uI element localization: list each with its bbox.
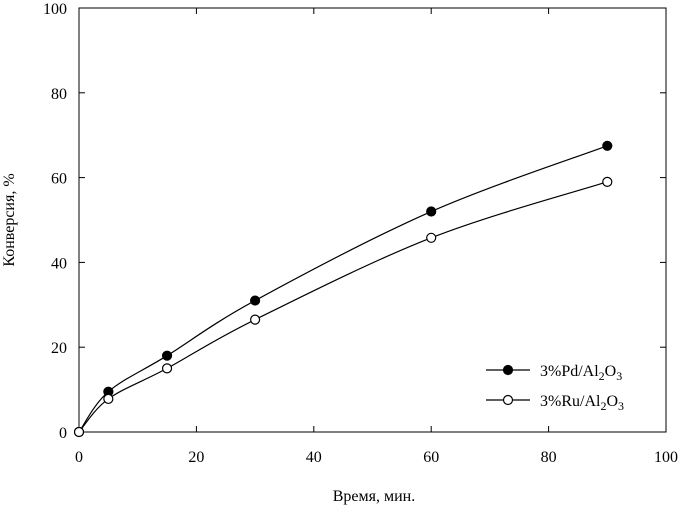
series-1-point — [602, 176, 613, 187]
series-0-point — [250, 295, 261, 306]
legend-marker-1 — [502, 394, 514, 406]
y-tick-label: 60 — [51, 171, 67, 188]
y-tick-label: 100 — [43, 1, 67, 18]
legend-label-part: 3%Ru/Al — [540, 393, 601, 410]
legend-label-part: 2 — [600, 399, 606, 413]
y-tick-label: 40 — [51, 255, 67, 272]
x-axis-label: Время, мин. — [333, 488, 416, 505]
series-line-0 — [78, 145, 608, 433]
x-tick-label: 60 — [423, 449, 439, 466]
legend-label-part: O — [605, 363, 617, 380]
series-1-point — [161, 363, 173, 374]
legend-label-part: 3%Pd/Al — [540, 363, 599, 380]
plot-area: 0 20 40 60 80 1000204060801003%Pd/Al2O33%Ru/A… — [43, 1, 678, 466]
series-0-point — [426, 206, 437, 217]
x-tick-label: 100 — [654, 449, 678, 466]
legend-label-part: O — [606, 393, 618, 410]
x-tick-label: 0 — [75, 449, 83, 466]
series-1-point — [426, 232, 437, 243]
legend-label-0: 3%Pd/Al2O3 — [540, 363, 622, 383]
legend-label-part: 3 — [616, 369, 622, 383]
y-tick-label: 20 — [51, 340, 67, 357]
legend-marker-0 — [502, 364, 514, 376]
series-line-1 — [78, 181, 608, 433]
y-axis-label: Конверсия, % — [1, 173, 18, 266]
plot-frame — [78, 7, 667, 433]
series-0-point — [602, 140, 613, 151]
y-tick-label: 80 — [51, 86, 67, 103]
series-0-point — [161, 350, 173, 361]
series-1-point — [250, 314, 261, 325]
y-tick-label: 0 — [59, 425, 67, 442]
legend-label-part: 2 — [599, 369, 605, 383]
x-tick-label: 20 — [188, 449, 204, 466]
legend-label-1: 3%Ru/Al2O3 — [540, 393, 624, 413]
series-1-point — [103, 393, 114, 405]
legend-label-part: 3 — [618, 399, 624, 413]
x-tick-label: 40 — [306, 449, 322, 466]
x-tick-label: 80 — [541, 449, 557, 466]
series-1-point — [73, 426, 85, 438]
